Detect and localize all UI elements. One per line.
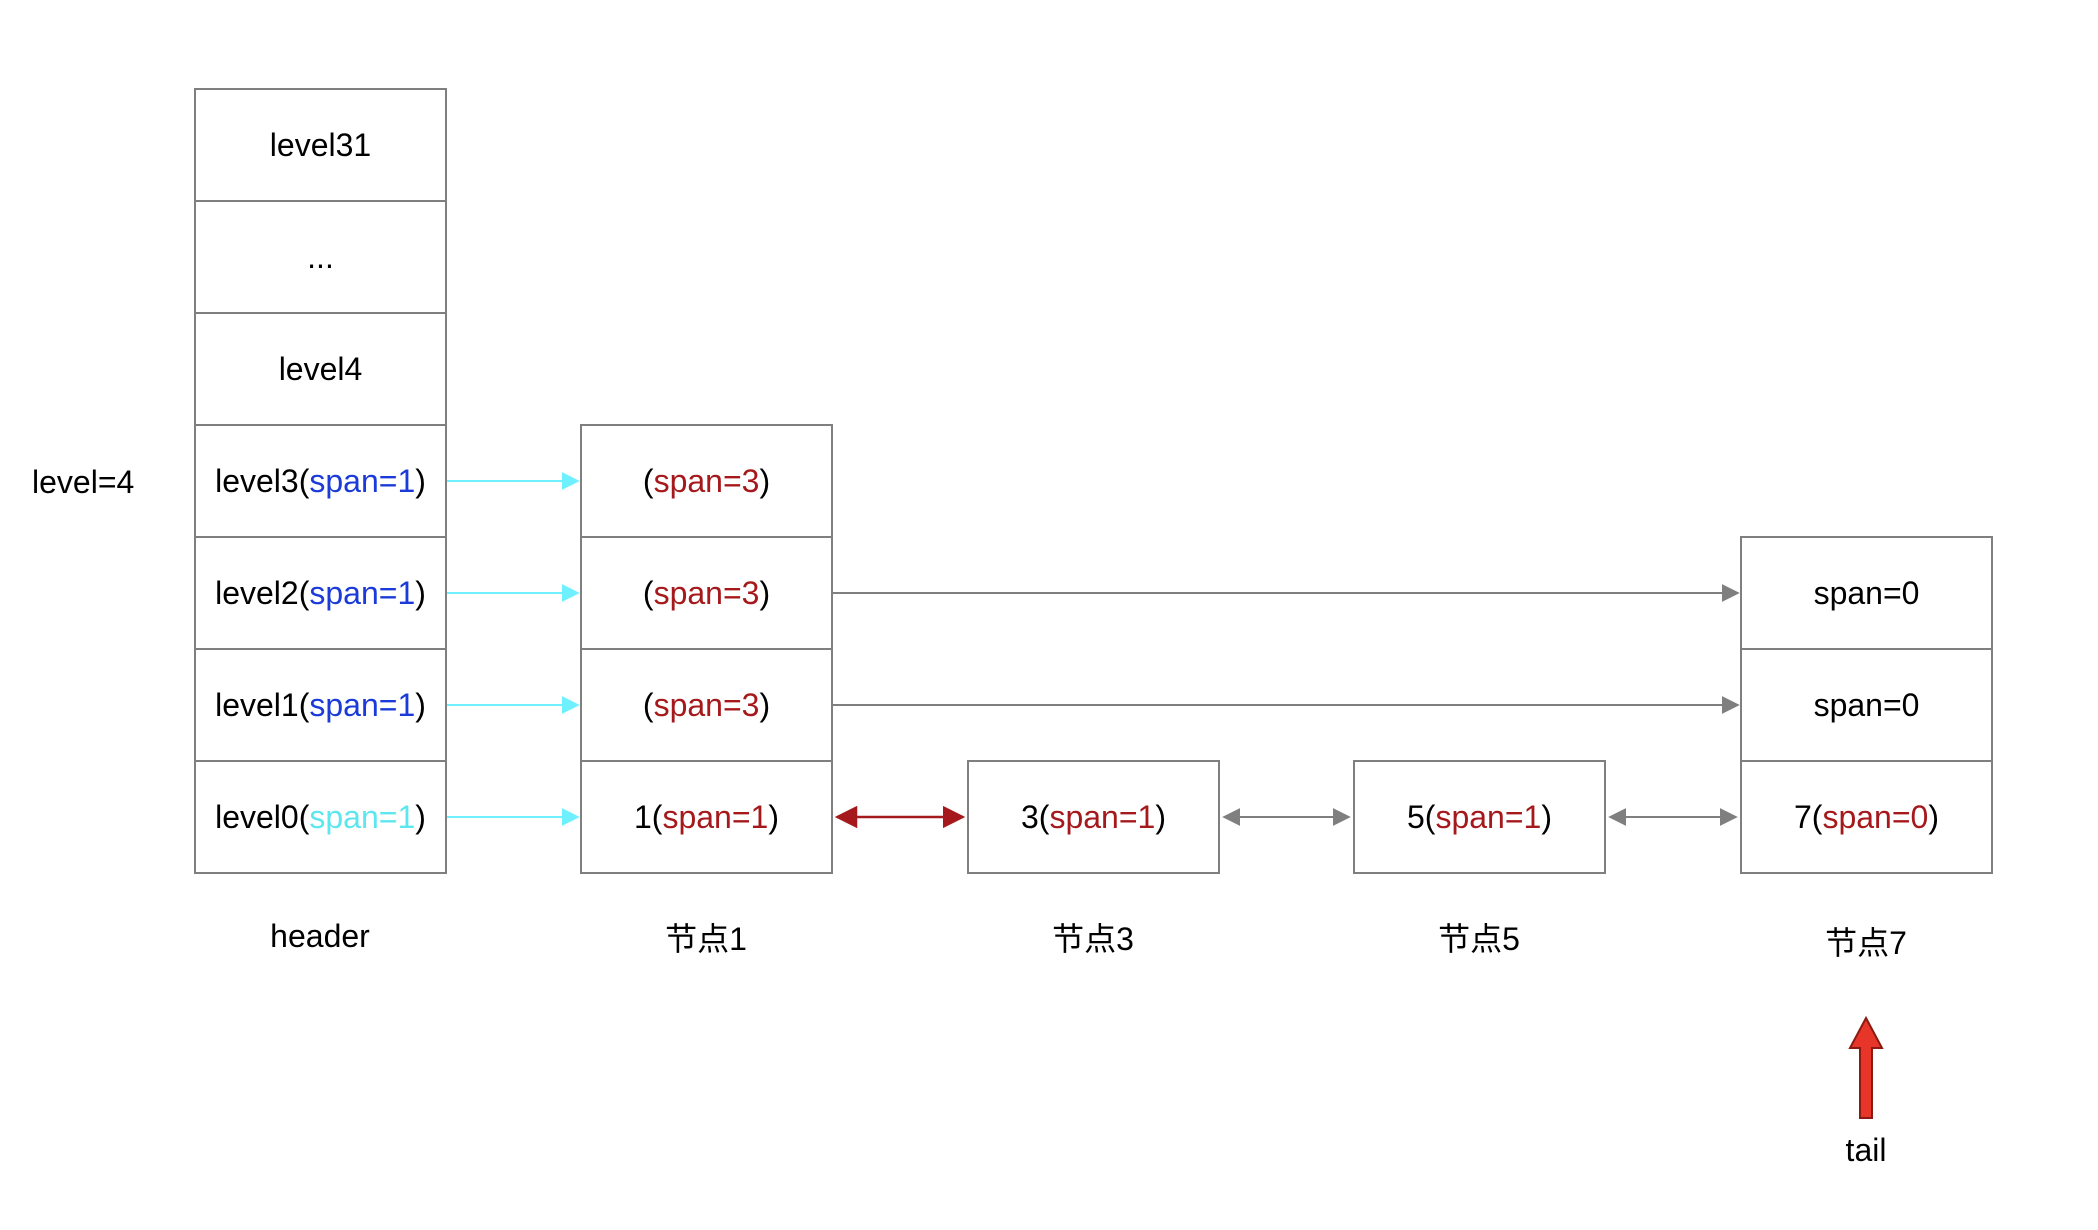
node5-level0-suffix: ): [1541, 798, 1552, 835]
node1-level1-prefix: (: [642, 686, 654, 723]
node1-level3-suffix: ): [759, 462, 771, 499]
node7-level0-suffix: ): [1928, 798, 1939, 835]
node3-caption: 节点3: [1052, 921, 1134, 957]
header-level0-span: span=1: [309, 798, 416, 835]
tail-label: tail: [1845, 1132, 1887, 1168]
header-level4-text: level4: [278, 350, 363, 387]
header-level0-prefix: level0(: [215, 798, 310, 835]
node1-level2-suffix: ): [759, 574, 771, 611]
header-level2-cell: level2(span=1): [194, 536, 447, 650]
node3-level0-span: span=1: [1049, 798, 1156, 835]
header-level31-text: level31: [269, 126, 372, 163]
header-level2-suffix: ): [415, 574, 426, 611]
header-level3-span: span=1: [309, 462, 416, 499]
node7-level0-span: span=0: [1822, 798, 1929, 835]
node5-level0-span: span=1: [1435, 798, 1542, 835]
node1-level3-cell: (span=3): [580, 424, 833, 538]
node1-level3-prefix: (: [642, 462, 654, 499]
header-level0-suffix: ): [415, 798, 426, 835]
node1-level2-prefix: (: [642, 574, 654, 611]
level-count-label: level=4: [32, 464, 135, 500]
header-level3-prefix: level3(: [215, 462, 310, 499]
header-level1-cell: level1(span=1): [194, 648, 447, 762]
tail-arrow: [1848, 1015, 1884, 1119]
node5-level0-cell: 5(span=1): [1353, 760, 1606, 874]
node1-level1-cell: (span=3): [580, 648, 833, 762]
node1-level0-prefix: 1(: [634, 798, 663, 835]
node1-level0-suffix: ): [768, 798, 779, 835]
header-level1-span: span=1: [309, 686, 416, 723]
header-level0-cell: level0(span=1): [194, 760, 447, 874]
node1-level1-suffix: ): [759, 686, 771, 723]
node1-level0-span: span=1: [662, 798, 769, 835]
node1-caption: 节点1: [665, 921, 747, 957]
node7-level0-cell: 7(span=0): [1740, 760, 1993, 874]
node3-level0-prefix: 3(: [1021, 798, 1050, 835]
node1-level2-cell: (span=3): [580, 536, 833, 650]
header-caption: header: [270, 918, 370, 954]
node7-level0-prefix: 7(: [1794, 798, 1823, 835]
header-level4-cell: level4: [194, 312, 447, 426]
header-level3-cell: level3(span=1): [194, 424, 447, 538]
node7-level1-cell: span=0: [1740, 648, 1993, 762]
header-level1-prefix: level1(: [215, 686, 310, 723]
header-ellipsis-cell: ...: [194, 200, 447, 314]
header-ellipsis-text: ...: [307, 238, 334, 275]
node1-level3-span: span=3: [653, 462, 760, 499]
header-level2-span: span=1: [309, 574, 416, 611]
node1-level1-span: span=3: [653, 686, 760, 723]
node5-level0-prefix: 5(: [1407, 798, 1436, 835]
node7-level1-text: span=0: [1813, 686, 1920, 723]
header-level31-cell: level31: [194, 88, 447, 202]
node5-caption: 节点5: [1438, 921, 1520, 957]
header-level3-suffix: ): [415, 462, 426, 499]
node3-level0-suffix: ): [1155, 798, 1166, 835]
header-level1-suffix: ): [415, 686, 426, 723]
node7-level2-text: span=0: [1813, 574, 1920, 611]
node1-level0-cell: 1(span=1): [580, 760, 833, 874]
node1-level2-span: span=3: [653, 574, 760, 611]
node7-level2-cell: span=0: [1740, 536, 1993, 650]
node3-level0-cell: 3(span=1): [967, 760, 1220, 874]
node7-caption: 节点7: [1825, 925, 1907, 961]
header-level2-prefix: level2(: [215, 574, 310, 611]
